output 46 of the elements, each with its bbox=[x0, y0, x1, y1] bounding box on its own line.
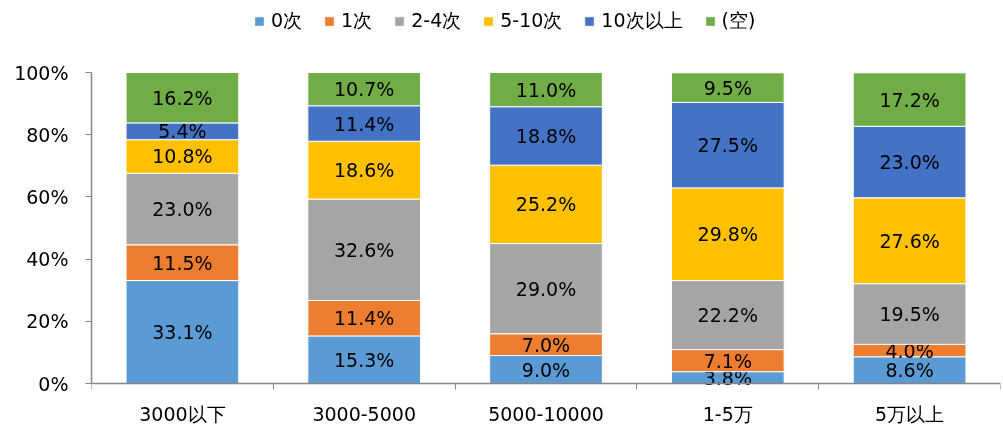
y-tick-label: 20% bbox=[26, 310, 69, 333]
data-label: 4.0% bbox=[885, 339, 934, 362]
y-tick-label: 0% bbox=[38, 372, 69, 395]
data-label: 7.0% bbox=[521, 333, 571, 356]
data-label: 7.1% bbox=[703, 349, 752, 372]
data-label: 23.0% bbox=[879, 151, 940, 174]
data-label: 9.0% bbox=[521, 358, 571, 381]
data-label: 27.6% bbox=[879, 229, 940, 252]
data-label: 29.0% bbox=[515, 277, 577, 300]
legend-label: 1次 bbox=[341, 8, 373, 33]
data-label: 11.4% bbox=[334, 307, 395, 330]
data-label: 16.2% bbox=[152, 86, 213, 109]
data-label: 29.8% bbox=[697, 223, 758, 246]
data-label: 10.7% bbox=[334, 78, 395, 101]
data-label: 33.1% bbox=[152, 321, 213, 344]
y-tick-label: 40% bbox=[26, 248, 69, 271]
data-label: 9.5% bbox=[703, 76, 752, 99]
data-label: 19.5% bbox=[879, 302, 940, 325]
x-tick-label: 5万以上 bbox=[875, 402, 945, 425]
data-label: 27.5% bbox=[697, 134, 758, 157]
data-label: 8.6% bbox=[885, 359, 934, 382]
x-tick-label: 3000以下 bbox=[139, 402, 226, 425]
y-tick-label: 80% bbox=[26, 123, 69, 146]
y-tick-label: 100% bbox=[14, 61, 69, 84]
data-label: 25.2% bbox=[515, 193, 577, 216]
data-label: 10.8% bbox=[152, 145, 213, 168]
data-label: 5.4% bbox=[158, 120, 207, 143]
data-label: 17.2% bbox=[879, 88, 940, 111]
y-tick-label: 60% bbox=[26, 185, 69, 208]
data-label: 11.0% bbox=[515, 78, 577, 101]
data-label: 11.5% bbox=[152, 251, 213, 274]
data-label: 22.2% bbox=[697, 304, 758, 327]
legend-label: 0次 bbox=[271, 8, 303, 33]
data-label: 11.4% bbox=[334, 112, 395, 135]
x-tick-label: 5000-10000 bbox=[488, 402, 604, 425]
data-label: 15.3% bbox=[334, 348, 395, 371]
legend-label: (空) bbox=[721, 8, 756, 33]
data-label: 32.6% bbox=[334, 238, 395, 261]
x-tick-label: 1-5万 bbox=[702, 402, 753, 425]
data-label: 23.0% bbox=[152, 198, 213, 221]
data-label: 18.6% bbox=[334, 159, 395, 182]
legend-label: 5-10次 bbox=[500, 8, 563, 33]
legend-label: 2-4次 bbox=[411, 8, 462, 33]
legend-label: 10次以上 bbox=[601, 8, 683, 33]
x-tick-label: 3000-5000 bbox=[312, 402, 416, 425]
data-label: 18.8% bbox=[515, 124, 577, 147]
